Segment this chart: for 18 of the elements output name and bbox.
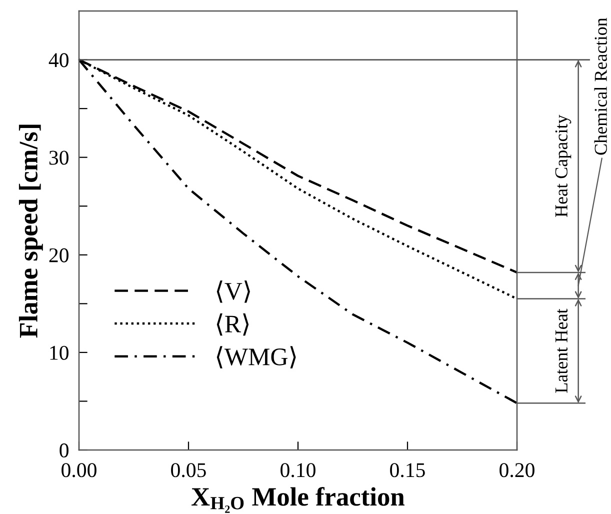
legend-label: ⟨R⟩	[216, 313, 249, 336]
legend-label: ⟨V⟩	[216, 280, 250, 303]
y-tick-label: 10	[50, 346, 68, 360]
x-tick-label: 0.15	[390, 463, 425, 478]
x-tick-label: 0.05	[171, 463, 206, 478]
y-tick-label: 30	[49, 150, 68, 165]
x-tick-label: 0.20	[500, 463, 534, 478]
y-tick-label: 40	[48, 53, 68, 68]
text: Latent Heat	[556, 308, 568, 393]
x-tick-label: 0.00	[62, 463, 96, 478]
y-tick-label: 0	[60, 443, 68, 458]
y-tick-label: 20	[49, 248, 68, 262]
text: Heat Capacity	[555, 114, 572, 217]
legend-label: ⟨WMG⟩	[216, 346, 296, 368]
x-axis-title: X$_{H₂O}$ Mole fraction	[191, 486, 404, 513]
text: Chemical Reaction	[594, 18, 607, 155]
x-tick-label: 0.10	[280, 463, 316, 478]
y-axis-title: Flame speed [cm/s]	[18, 124, 43, 338]
